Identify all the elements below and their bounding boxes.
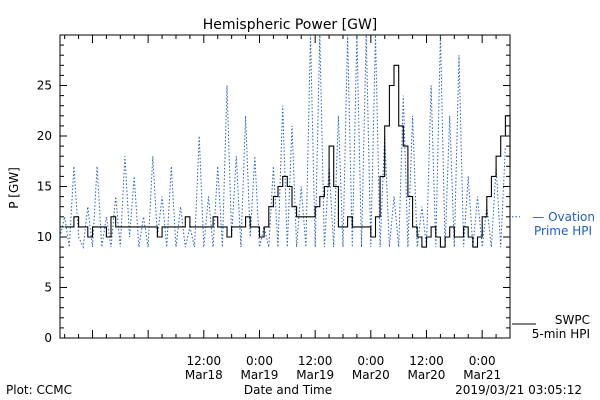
x-tick-date-label: Mar18 bbox=[185, 368, 223, 382]
y-tick-label: 25 bbox=[37, 79, 52, 93]
x-tick-label: 12:00 bbox=[409, 354, 444, 368]
y-tick-label: 15 bbox=[37, 180, 52, 194]
axis-ticks: 051015202512:00Mar180:00Mar1912:00Mar190… bbox=[37, 35, 511, 382]
series-line-swpc bbox=[64, 64, 511, 248]
series-layer bbox=[59, 34, 511, 249]
legend-swpc-label: SWPC bbox=[555, 313, 590, 327]
y-tick-label: 5 bbox=[44, 281, 52, 295]
y-tick-label: 10 bbox=[37, 230, 52, 244]
legend-ovation-label: — Ovation bbox=[532, 210, 595, 224]
x-tick-date-label: Mar21 bbox=[463, 368, 501, 382]
legend-ovation-label: Prime HPI bbox=[534, 224, 592, 238]
plot-credit: Plot: CCMC bbox=[6, 383, 72, 397]
chart-title: Hemispheric Power [GW] bbox=[203, 17, 378, 33]
x-tick-date-label: Mar20 bbox=[408, 368, 446, 382]
x-tick-date-label: Mar19 bbox=[241, 368, 279, 382]
x-tick-label: 0:00 bbox=[469, 354, 496, 368]
y-axis-label: P [GW] bbox=[7, 167, 21, 209]
x-tick-label: 12:00 bbox=[187, 354, 222, 368]
x-tick-label: 0:00 bbox=[357, 354, 384, 368]
x-tick-label: 12:00 bbox=[298, 354, 333, 368]
x-tick-label: 0:00 bbox=[246, 354, 273, 368]
y-tick-label: 0 bbox=[44, 331, 52, 345]
legend-swpc-label: 5-min HPI bbox=[532, 327, 590, 341]
x-tick-date-label: Mar19 bbox=[296, 368, 334, 382]
series-line-ovation bbox=[59, 34, 506, 249]
x-tick-date-label: Mar20 bbox=[352, 368, 390, 382]
y-tick-label: 20 bbox=[37, 129, 52, 143]
x-axis-label: Date and Time bbox=[244, 383, 332, 397]
plot-timestamp: 2019/03/21 03:05:12 bbox=[455, 383, 582, 397]
